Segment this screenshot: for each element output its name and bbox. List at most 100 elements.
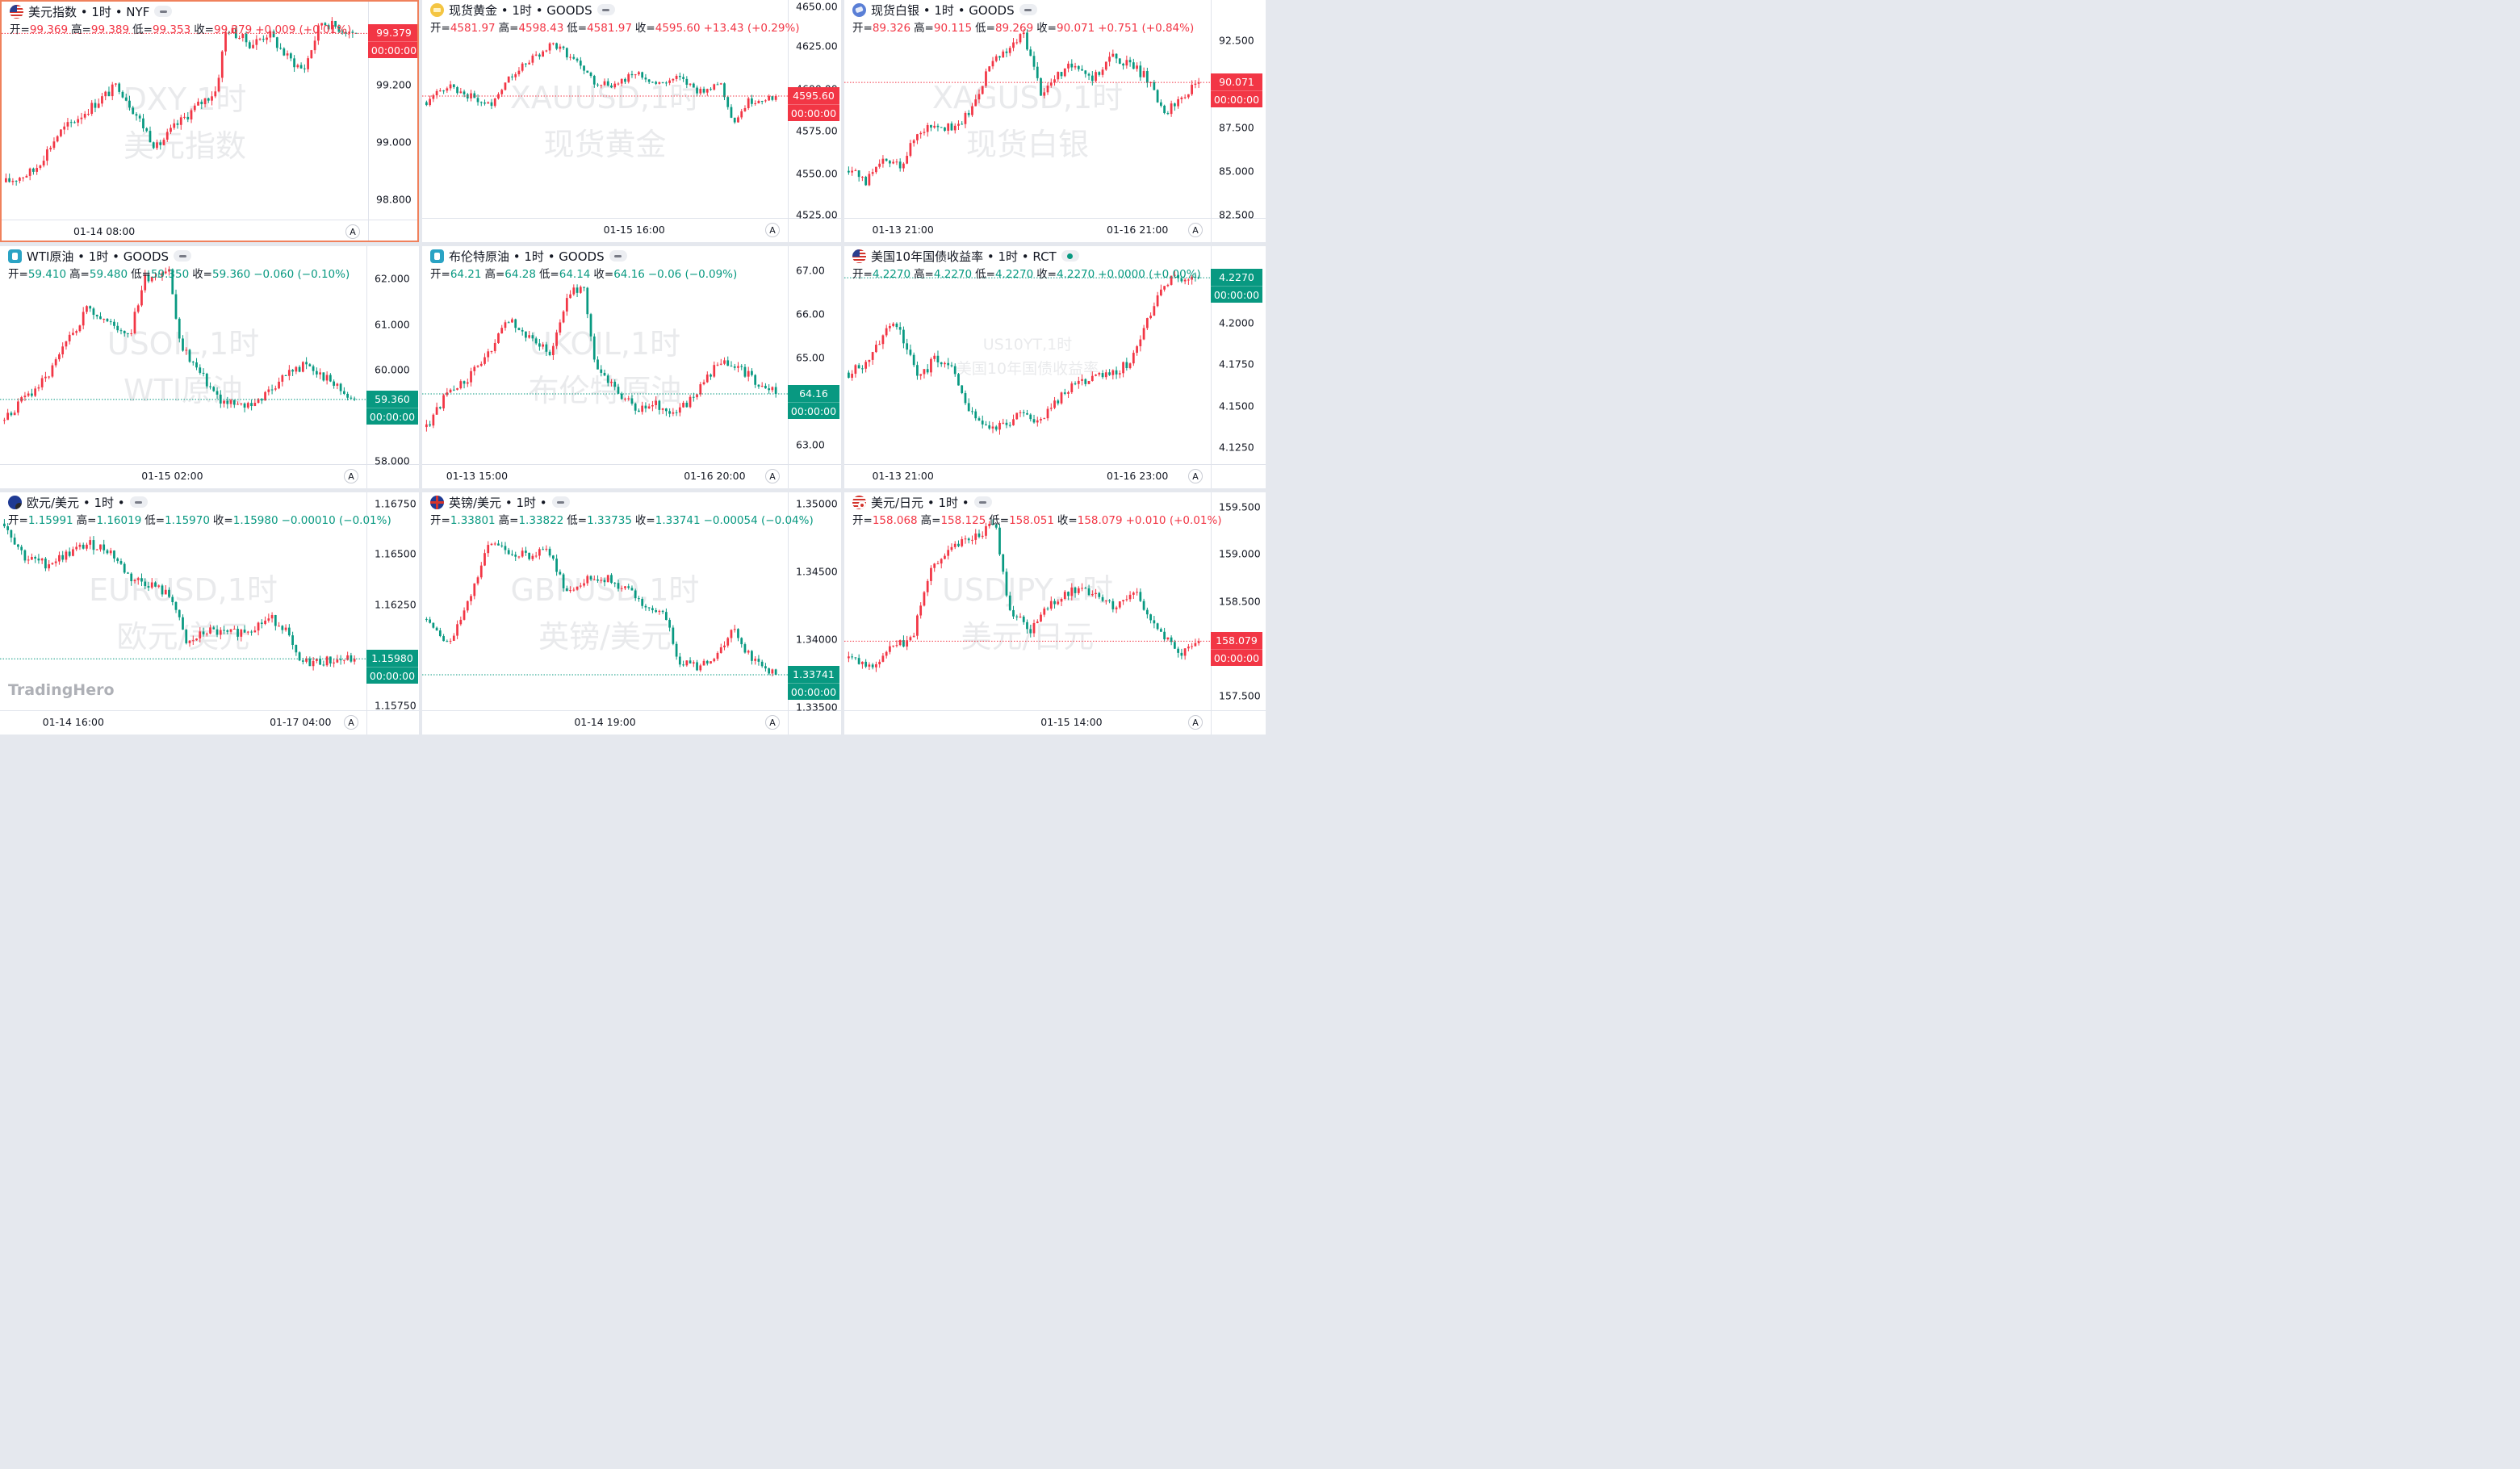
candle-down — [456, 86, 458, 94]
candlestick-chart[interactable] — [844, 492, 1211, 710]
candle-down — [864, 661, 868, 667]
symbol-title[interactable]: 美元指数 • 1时 • NYF — [28, 4, 150, 19]
candle-down — [350, 397, 353, 399]
chart-panel-xau[interactable]: XAUUSD,1时现货黄金4650.004625.004600.004575.0… — [422, 0, 841, 242]
candle-up — [1036, 420, 1039, 423]
candle-up — [1101, 69, 1104, 75]
candle-down — [644, 605, 647, 608]
auto-scale-button[interactable]: A — [344, 469, 358, 483]
ohlc-close-value: 99.379 — [214, 23, 253, 36]
symbol-header[interactable]: WTI原油 • 1时 • GOODS — [8, 248, 192, 264]
candle-up — [1053, 400, 1056, 408]
candle-up — [1019, 412, 1022, 413]
auto-scale-button[interactable]: A — [1188, 469, 1203, 483]
auto-scale-button[interactable]: A — [765, 223, 780, 237]
candle-down — [1026, 32, 1028, 50]
symbol-title[interactable]: 现货黄金 • 1时 • GOODS — [449, 2, 592, 18]
symbol-header[interactable]: 美元/日元 • 1时 • — [852, 494, 992, 510]
collapse-toggle-icon[interactable] — [1019, 4, 1037, 15]
candle-down — [1022, 412, 1025, 413]
candle-up — [11, 181, 15, 182]
candle-up — [658, 82, 661, 84]
chart-panel-wti[interactable]: USOIL,1时 WTI原油 62.000 61.000 60.000 58.000 59.… — [0, 246, 419, 488]
chart-panel-usdjpy[interactable]: USDJPY,1时 美元/日元 159.500 159.000 158.500 157.5… — [844, 492, 1266, 734]
symbol-header[interactable]: 美元指数 • 1时 • NYF — [10, 3, 173, 19]
symbol-title[interactable]: 欧元/美元 • 1时 • — [27, 495, 125, 510]
auto-scale-button[interactable]: A — [765, 469, 780, 483]
symbol-title[interactable]: 英镑/美元 • 1时 • — [449, 495, 547, 510]
candle-down — [737, 629, 739, 638]
collapse-toggle-icon[interactable] — [154, 6, 173, 17]
candle-up — [713, 84, 716, 90]
collapse-toggle-icon[interactable] — [174, 250, 192, 262]
chart-panel-gbpusd[interactable]: GBPUSD,1时 英镑/美元 1.35000 1.34500 1.34000 1.335… — [422, 492, 841, 734]
chart-panel-dxy[interactable]: DXY,1时 美元指数 99.200 99.000 98.800 99.379 00:00:… — [0, 0, 419, 242]
price-axis-divider — [1211, 492, 1212, 734]
candle-down — [620, 393, 623, 400]
price-tick-label: 99.200 — [376, 78, 412, 91]
price-tick-label: 4550.00 — [796, 167, 838, 180]
candle-up — [231, 27, 234, 33]
candlestick-chart[interactable] — [0, 246, 366, 464]
auto-scale-button[interactable]: A — [345, 224, 360, 239]
candle-down — [346, 393, 349, 398]
collapse-toggle-icon[interactable] — [551, 496, 570, 508]
chart-panel-brent[interactable]: UKOIL,1时 布伦特原油 67.00 66.00 65.00 63.00 64.16 00… — [422, 246, 841, 488]
chart-panel-eurusd[interactable]: EURUSD,1时 欧元/美元 1.16750 1.16500 1.16250 1.157… — [0, 492, 419, 734]
candle-up — [27, 559, 30, 561]
auto-scale-button[interactable]: A — [344, 715, 358, 730]
candle-up — [1095, 375, 1097, 376]
symbol-title[interactable]: 现货白银 • 1时 • GOODS — [871, 2, 1015, 18]
candle-up — [1136, 65, 1138, 69]
price-tick-label: 1.35000 — [796, 497, 838, 509]
candle-up — [1040, 419, 1042, 421]
candle-up — [157, 585, 161, 587]
candle-down — [339, 659, 342, 661]
symbol-title[interactable]: 美元/日元 • 1时 • — [871, 495, 969, 510]
candle-down — [851, 656, 854, 658]
symbol-header[interactable]: 英镑/美元 • 1时 • — [430, 494, 570, 510]
collapse-toggle-icon[interactable] — [609, 250, 627, 262]
candlestick-chart[interactable] — [422, 0, 788, 218]
candle-up — [20, 397, 23, 402]
symbol-header[interactable]: 布伦特原油 • 1时 • GOODS — [430, 248, 627, 264]
candle-up — [1149, 82, 1152, 83]
candle-up — [40, 559, 44, 561]
symbol-title[interactable]: 布伦特原油 • 1时 • GOODS — [449, 249, 605, 264]
symbol-header[interactable]: 现货白银 • 1时 • GOODS — [852, 2, 1037, 18]
candle-down — [562, 574, 565, 588]
market-open-dot-icon[interactable] — [1061, 250, 1079, 262]
last-price-label: 59.360 00:00:00 — [366, 390, 418, 425]
collapse-toggle-icon[interactable] — [597, 4, 615, 15]
symbol-title[interactable]: WTI原油 • 1时 • GOODS — [27, 249, 170, 264]
candle-up — [971, 106, 973, 115]
candle-up — [747, 651, 750, 653]
candle-up — [164, 271, 167, 274]
symbol-header[interactable]: 欧元/美元 • 1时 • — [8, 494, 148, 510]
candlestick-chart[interactable] — [0, 492, 366, 710]
auto-scale-button[interactable]: A — [1188, 223, 1203, 237]
candle-down — [185, 630, 188, 643]
symbol-header[interactable]: 现货黄金 • 1时 • GOODS — [430, 2, 615, 18]
candlestick-chart[interactable] — [422, 246, 788, 464]
chart-panel-us10y[interactable]: US10YT,1时 美国10年国债收益率 4.2000 4.1750 4.1500 4.1… — [844, 246, 1266, 488]
candlestick-chart[interactable] — [2, 2, 368, 220]
symbol-title[interactable]: 美国10年国债收益率 • 1时 • RCT — [871, 249, 1057, 264]
collapse-toggle-icon[interactable] — [973, 496, 992, 508]
candlestick-chart[interactable] — [844, 0, 1211, 218]
candle-up — [449, 389, 452, 393]
candlestick-chart[interactable] — [844, 246, 1211, 464]
candlestick-chart[interactable] — [422, 492, 788, 710]
symbol-header[interactable]: 美国10年国债收益率 • 1时 • RCT — [852, 248, 1079, 264]
candle-up — [716, 652, 719, 659]
candle-up — [1074, 65, 1077, 68]
candle-down — [315, 370, 318, 375]
ohlc-open-value: 4.2270 — [872, 268, 911, 281]
auto-scale-button[interactable]: A — [1188, 715, 1203, 730]
auto-scale-button[interactable]: A — [765, 715, 780, 730]
candle-up — [209, 627, 211, 634]
candle-down — [289, 53, 292, 59]
collapse-toggle-icon[interactable] — [129, 496, 148, 508]
candle-down — [142, 118, 144, 129]
chart-panel-xag[interactable]: XAGUSD,1时 现货白银 92.500 87.500 85.000 82.500 90.… — [844, 0, 1266, 242]
